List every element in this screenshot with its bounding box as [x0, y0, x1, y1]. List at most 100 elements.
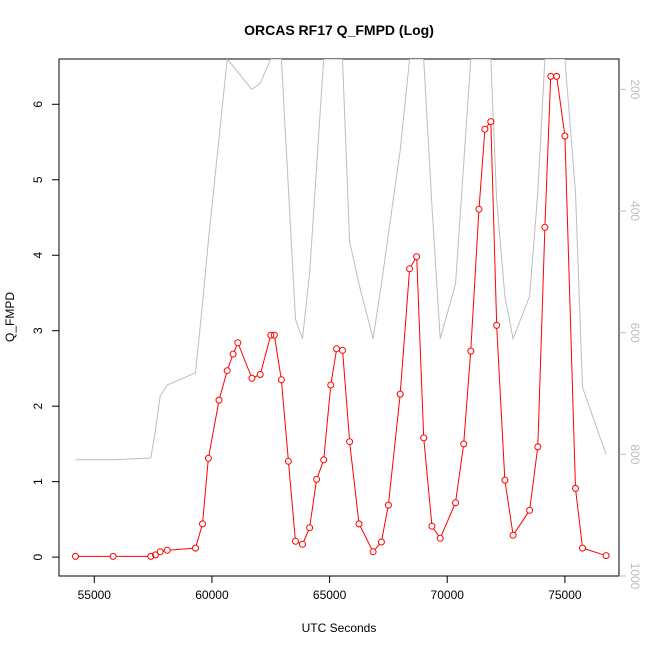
y-axis-label: Q_FMPD [3, 292, 17, 342]
q-fmpd-point [306, 524, 314, 532]
y-axis: 0 1 2 3 4 5 6 [31, 101, 59, 560]
x-tick-label: 55000 [78, 588, 112, 602]
q-fmpd-point [377, 538, 385, 546]
q-fmpd-segment [388, 397, 401, 503]
q-fmpd-point [270, 331, 278, 339]
q-fmpd-segment [529, 449, 538, 508]
q-fmpd-point [384, 501, 392, 509]
q-fmpd-segment [323, 387, 331, 457]
q-fmpd-point [493, 321, 501, 329]
q-fmpd-point [152, 551, 159, 559]
q-fmpd-point [248, 374, 256, 382]
x-tick-label: 65000 [313, 588, 347, 602]
q-fmpd-segment [281, 382, 289, 459]
q-fmpd-point [413, 253, 421, 261]
y-tick-label: 1 [31, 478, 45, 485]
q-fmpd-point [292, 537, 299, 545]
q-fmpd-point [320, 456, 328, 464]
q-fmpd-segment [455, 446, 464, 500]
q-fmpd-point [481, 125, 489, 133]
q-fmpd-point [420, 434, 428, 442]
q-fmpd-segment [470, 212, 480, 349]
q-fmpd-point [436, 534, 444, 542]
y2-tick-label: 200 [628, 79, 642, 99]
q-fmpd-point [229, 350, 237, 358]
q-fmpd-segment [374, 543, 380, 550]
q-fmpd-point [299, 540, 306, 548]
q-fmpd-segment [575, 491, 583, 546]
q-fmpd-point [355, 520, 363, 528]
q-fmpd-point [547, 72, 555, 80]
q-fmpd-segment [288, 464, 296, 539]
y2-tick-label: 800 [628, 444, 642, 464]
q-fmpd-point [313, 475, 321, 483]
q-fmpd-segment [202, 461, 209, 521]
y2-tick-label: 1000 [628, 563, 642, 590]
q-fmpd-point [509, 531, 517, 539]
q-fmpd-point [579, 544, 586, 552]
q-fmpd-point [406, 265, 414, 273]
q-fmpd-segment [564, 138, 576, 486]
q-fmpd-point [396, 390, 404, 398]
q-fmpd-segment [490, 124, 498, 323]
x-tick-label: 60000 [195, 588, 229, 602]
y-tick-label: 3 [31, 327, 45, 334]
y-tick-label: 6 [31, 101, 45, 108]
y-tick-label: 0 [31, 553, 45, 560]
q-fmpd-segment [478, 132, 486, 207]
q-fmpd-segment [330, 351, 337, 383]
x-tick-label: 75000 [548, 588, 582, 602]
q-fmpd-point [553, 72, 561, 80]
q-fmpd-segment [496, 328, 506, 478]
q-fmpd-segment [556, 79, 565, 134]
q-fmpd-segment [410, 259, 416, 267]
q-fmpd-segment [227, 356, 233, 369]
q-fmpd-segment [440, 505, 455, 536]
x-tick-label: 70000 [431, 588, 465, 602]
q-fmpd-point [428, 522, 436, 530]
q-fmpd-point [267, 331, 275, 339]
q-fmpd-point [215, 396, 223, 404]
q-fmpd-point [327, 381, 335, 389]
q-fmpd-point [339, 346, 346, 354]
q-fmpd-segment [399, 271, 410, 392]
y2-axis: 200 400 600 800 1000 [619, 79, 642, 590]
q-fmpd-segment [238, 345, 252, 376]
q-fmpd-point [602, 552, 610, 560]
x-axis-label: UTC Seconds [302, 621, 377, 635]
q-fmpd-point [277, 376, 285, 384]
q-fmpd-segment [254, 375, 258, 378]
q-fmpd-point [467, 347, 475, 355]
q-fmpd-segment [544, 79, 552, 225]
q-fmpd-segment [504, 483, 514, 533]
q-fmpd-segment [208, 403, 219, 456]
q-fmpd-segment [359, 526, 373, 550]
q-fmpd-point [199, 520, 206, 528]
q-fmpd-point [333, 345, 341, 353]
q-fmpd-segment [433, 528, 439, 537]
q-fmpd-point [109, 552, 117, 560]
q-fmpd-point [72, 552, 79, 560]
q-fmpd-point [501, 476, 509, 484]
y-tick-label: 5 [31, 176, 45, 183]
q-fmpd-point [234, 339, 242, 347]
q-fmpd-segment [514, 512, 529, 533]
q-fmpd-segment [463, 354, 471, 441]
q-fmpd-segment [416, 259, 425, 435]
q-fmpd-segment [170, 547, 193, 551]
q-fmpd-segment [585, 548, 604, 556]
q-fmpd-point [284, 457, 292, 465]
q-fmpd-series [72, 72, 610, 560]
q-fmpd-segment [274, 338, 282, 377]
q-fmpd-point [346, 438, 354, 446]
y2-tick-label: 400 [628, 201, 642, 221]
q-fmpd-point [460, 440, 468, 448]
q-fmpd-point [572, 484, 579, 492]
plot-frame [58, 58, 620, 577]
q-fmpd-segment [309, 482, 317, 525]
x-axis: 55000 60000 65000 70000 75000 [78, 576, 582, 602]
y-tick-label: 4 [31, 252, 45, 259]
q-fmpd-segment [381, 507, 389, 540]
q-fmpd-segment [537, 230, 546, 444]
